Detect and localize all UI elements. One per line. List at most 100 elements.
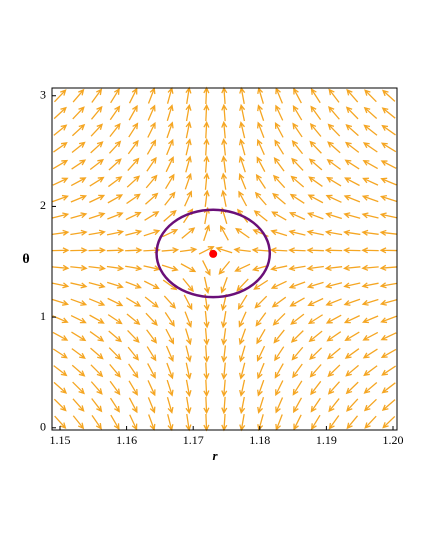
field-arrow bbox=[163, 295, 176, 309]
y-axis-label: θ bbox=[22, 252, 29, 267]
field-arrow bbox=[343, 298, 361, 306]
field-arrow bbox=[292, 105, 303, 121]
field-arrow bbox=[182, 278, 194, 293]
field-arrow bbox=[379, 212, 397, 219]
field-arrow bbox=[108, 140, 122, 154]
field-arrow bbox=[343, 212, 361, 219]
field-arrow bbox=[145, 192, 159, 205]
field-arrow bbox=[127, 139, 139, 155]
field-arrow bbox=[203, 362, 210, 380]
field-arrow bbox=[106, 229, 125, 236]
field-arrow bbox=[221, 413, 228, 432]
field-arrow bbox=[53, 124, 68, 136]
field-arrow bbox=[274, 363, 284, 379]
field-arrow bbox=[71, 348, 86, 360]
field-arrow bbox=[52, 194, 69, 203]
field-arrow bbox=[306, 247, 324, 254]
field-arrow bbox=[256, 121, 265, 139]
field-arrow bbox=[361, 264, 379, 271]
field-arrow bbox=[167, 414, 174, 432]
field-arrow bbox=[127, 330, 140, 344]
field-arrow bbox=[380, 315, 397, 324]
field-arrow bbox=[143, 229, 161, 237]
field-arrow bbox=[324, 264, 343, 272]
field-arrow bbox=[361, 194, 379, 203]
field-arrow bbox=[165, 328, 175, 345]
field-arrow bbox=[292, 380, 303, 396]
field-arrow bbox=[91, 398, 103, 413]
field-arrow bbox=[310, 380, 322, 396]
field-arrow bbox=[291, 346, 304, 361]
field-arrow bbox=[328, 105, 340, 120]
field-arrow bbox=[363, 106, 378, 119]
field-arrow bbox=[309, 364, 322, 378]
field-arrow bbox=[220, 276, 228, 294]
field-arrow bbox=[203, 86, 210, 105]
field-arrow bbox=[183, 294, 193, 311]
field-arrow bbox=[53, 106, 67, 120]
field-arrow bbox=[144, 211, 160, 221]
field-arrow bbox=[344, 348, 360, 359]
field-arrow bbox=[198, 246, 215, 255]
field-arrow bbox=[203, 276, 210, 294]
field-arrow bbox=[362, 348, 378, 359]
field-arrow bbox=[128, 380, 138, 396]
field-arrow bbox=[53, 89, 67, 103]
field-arrow bbox=[343, 264, 361, 271]
field-arrow bbox=[309, 140, 322, 154]
field-arrow bbox=[147, 104, 156, 121]
x-tick-label: 1.18 bbox=[249, 433, 270, 447]
field-arrow bbox=[221, 362, 228, 380]
field-arrow bbox=[380, 142, 397, 153]
field-arrow bbox=[161, 247, 180, 254]
field-arrow bbox=[379, 299, 397, 306]
field-arrow bbox=[70, 194, 88, 203]
field-arrow bbox=[146, 346, 157, 362]
field-arrow bbox=[346, 415, 359, 430]
field-arrow bbox=[381, 124, 396, 136]
field-arrow bbox=[126, 193, 141, 205]
field-arrow bbox=[344, 141, 360, 153]
field-arrow bbox=[271, 211, 287, 221]
x-tick-label: 1.16 bbox=[116, 433, 137, 447]
field-arrow bbox=[165, 173, 175, 189]
field-arrow bbox=[327, 364, 341, 378]
field-arrow bbox=[254, 191, 267, 206]
field-arrow bbox=[107, 194, 124, 204]
field-arrow bbox=[253, 210, 268, 222]
field-arrow bbox=[185, 86, 192, 105]
field-arrow bbox=[147, 121, 156, 138]
field-arrow bbox=[51, 264, 70, 271]
field-arrow bbox=[53, 142, 68, 153]
field-arrow bbox=[88, 264, 106, 272]
field-arrow bbox=[257, 397, 265, 414]
field-arrow bbox=[239, 414, 246, 432]
field-arrow bbox=[326, 158, 341, 170]
field-arrow bbox=[110, 414, 120, 431]
field-arrow bbox=[71, 141, 86, 153]
field-arrow bbox=[308, 330, 323, 343]
y-tick-label: 3 bbox=[40, 87, 46, 101]
field-arrow bbox=[91, 415, 102, 430]
field-arrow bbox=[184, 172, 192, 190]
y-tick-label: 0 bbox=[40, 420, 46, 434]
field-arrow bbox=[275, 380, 284, 397]
field-arrow bbox=[345, 124, 359, 137]
field-arrow bbox=[290, 330, 304, 343]
field-arrow bbox=[306, 281, 324, 289]
field-arrow bbox=[166, 121, 174, 139]
field-arrow bbox=[203, 155, 210, 173]
field-arrow bbox=[185, 121, 192, 139]
field-arrow bbox=[107, 314, 123, 325]
field-arrow bbox=[288, 281, 306, 289]
field-arrow bbox=[70, 229, 88, 236]
field-arrow bbox=[89, 176, 105, 187]
field-arrow bbox=[107, 212, 124, 220]
field-arrow bbox=[215, 246, 233, 254]
field-arrow bbox=[108, 176, 123, 188]
field-arrow bbox=[236, 278, 249, 292]
field-arrow bbox=[379, 282, 397, 289]
field-arrow bbox=[270, 280, 287, 289]
field-arrow bbox=[179, 246, 198, 254]
field-arrow bbox=[128, 397, 138, 414]
